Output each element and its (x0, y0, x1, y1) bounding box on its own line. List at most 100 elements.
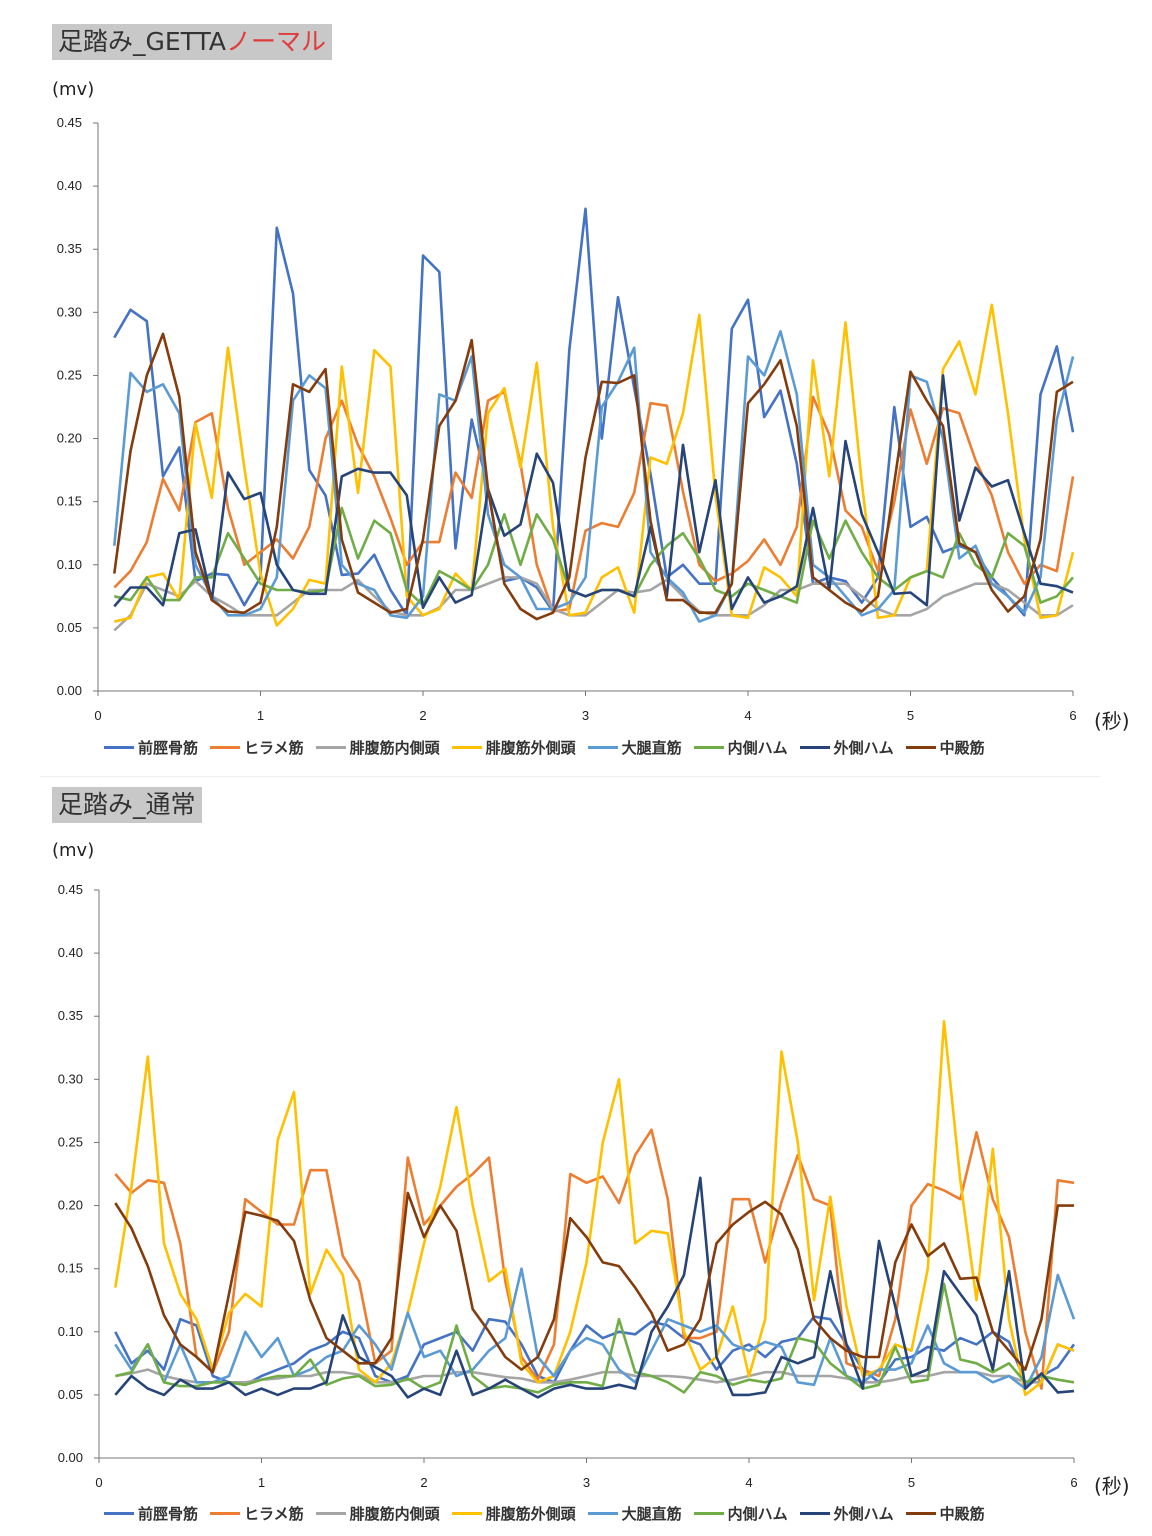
y-tick-label: 0.15 (58, 1261, 83, 1276)
legend-swatch (210, 746, 241, 749)
legend-label: 腓腹筋外側頭 (485, 1505, 576, 1523)
x-tick-label: 3 (582, 708, 589, 723)
x-tick-label: 1 (258, 1475, 265, 1490)
series-line-外側ハム (114, 1176, 1075, 1399)
y-tick-label: 0.20 (57, 431, 82, 446)
x-tick-label: 4 (745, 1475, 752, 1490)
legend-label: 前脛骨筋 (138, 739, 199, 757)
legend-swatch (451, 746, 482, 749)
legend-swatch (799, 746, 830, 749)
series-line-大腿直筋 (114, 1267, 1076, 1390)
y-tick-label: 0.45 (57, 115, 82, 130)
legend-swatch (315, 1512, 346, 1515)
series-line-中殿筋 (113, 332, 1074, 621)
x-tick-label: 4 (744, 708, 751, 723)
legend-swatch (587, 1512, 618, 1515)
legend-swatch (693, 746, 724, 749)
legend-item: 腓腹筋内側頭 (315, 1503, 440, 1524)
legend-item: 外側ハム (799, 1503, 894, 1524)
y-tick-label: 0.15 (57, 494, 82, 509)
legend-swatch (315, 746, 346, 749)
y-tick-label: 0.30 (57, 304, 82, 319)
legend-item: 腓腹筋外側頭 (451, 1503, 576, 1524)
y-tick-label: 0.35 (58, 1008, 83, 1023)
y-tick-label: 0.30 (58, 1071, 83, 1086)
legend-label: 中殿筋 (939, 739, 985, 757)
y-tick-label: 0.40 (58, 945, 83, 960)
series-line-中殿筋 (114, 1191, 1074, 1374)
y-tick-label: 0.00 (57, 683, 82, 698)
legend-label: ヒラメ筋 (244, 739, 304, 757)
x-tick-label: 5 (907, 708, 914, 723)
y-tick-label: 0.05 (58, 1387, 83, 1402)
y-tick-label: 0.05 (57, 620, 82, 635)
y-tick-label: 0.10 (57, 557, 82, 572)
legend-item: 中殿筋 (905, 737, 985, 758)
chart2-legend: 前脛骨筋 ヒラメ筋 腓腹筋内側頭 腓腹筋外側頭 大腿直筋 内側ハム 外側ハム 中殿筋 (104, 1503, 997, 1524)
y-tick-label: 0.00 (58, 1450, 83, 1465)
legend-swatch (799, 1512, 830, 1515)
x-tick-label: 5 (908, 1475, 915, 1490)
legend-swatch (104, 746, 134, 749)
legend-item: 大腿直筋 (587, 737, 682, 758)
chart2-y-unit: (mv) (52, 840, 95, 861)
chart2-x-unit: (秒) (1094, 1474, 1130, 1498)
legend-label: 腓腹筋内側頭 (349, 1505, 440, 1523)
series-line-外側ハム (113, 374, 1074, 611)
legend-label: 腓腹筋内側頭 (349, 739, 440, 757)
legend-item: 外側ハム (799, 737, 894, 758)
legend-swatch (693, 1512, 724, 1515)
legend-label: 大腿直筋 (621, 1505, 682, 1523)
x-tick-label: 0 (95, 1475, 102, 1490)
y-tick-label: 0.40 (57, 178, 82, 193)
series-line-腓腹筋外側頭 (114, 1019, 1075, 1397)
y-tick-label: 0.25 (58, 1134, 83, 1149)
chart1-legend: 前脛骨筋 ヒラメ筋 腓腹筋内側頭 腓腹筋外側頭 大腿直筋 内側ハム 外側ハム 中殿筋 (104, 737, 997, 758)
legend-item: 前脛骨筋 (104, 737, 198, 758)
series-line-前脛骨筋 (113, 207, 1075, 617)
legend-swatch (210, 1512, 241, 1515)
series-line-内側ハム (115, 1282, 1075, 1394)
legend-item: ヒラメ筋 (210, 1503, 304, 1524)
legend-label: 腓腹筋外側頭 (485, 739, 576, 757)
legend-label: 内側ハム (727, 739, 788, 757)
legend-item: 腓腹筋内側頭 (315, 737, 440, 758)
chart1-x-unit: (秒) (1094, 709, 1130, 733)
legend-swatch (104, 1512, 134, 1515)
x-tick-label: 3 (583, 1475, 590, 1490)
x-tick-label: 1 (257, 708, 264, 723)
y-tick-label: 0.25 (57, 367, 82, 382)
legend-swatch (905, 1512, 936, 1515)
legend-label: 大腿直筋 (621, 739, 682, 757)
legend-item: 中殿筋 (905, 1503, 985, 1524)
y-tick-label: 0.10 (58, 1324, 83, 1339)
legend-swatch (451, 1512, 482, 1515)
x-tick-label: 2 (419, 708, 426, 723)
legend-label: 外側ハム (833, 739, 894, 757)
chart1-title: 足踏み_GETTAノーマル (52, 24, 332, 60)
y-tick-label: 0.45 (58, 882, 83, 897)
chart2-title: 足踏み_通常 (52, 787, 202, 823)
legend-item: 腓腹筋外側頭 (451, 737, 576, 758)
legend-item: 前脛骨筋 (104, 1503, 198, 1524)
x-tick-label: 6 (1070, 1475, 1077, 1490)
legend-label: 内側ハム (727, 1505, 788, 1523)
panel-divider (40, 776, 1100, 777)
chart2-title-main: 足踏み_通常 (58, 790, 196, 819)
y-tick-label: 0.20 (58, 1198, 83, 1213)
y-tick-label: 0.35 (57, 241, 82, 256)
legend-label: ヒラメ筋 (244, 1505, 304, 1523)
series-line-ヒラメ筋 (114, 1128, 1075, 1390)
legend-label: 中殿筋 (939, 1505, 985, 1523)
x-tick-label: 2 (420, 1475, 427, 1490)
legend-item: 大腿直筋 (587, 1503, 682, 1524)
chart1-plot: 0.00 0.05 0.10 0.15 0.20 0.25 0.30 0.35 0.40 0.45… (57, 115, 1077, 723)
chart1-title-main: 足踏み_GETTA (58, 27, 226, 56)
legend-item: ヒラメ筋 (210, 737, 304, 758)
legend-label: 前脛骨筋 (138, 1505, 199, 1523)
x-tick-label: 0 (94, 708, 101, 723)
legend-label: 外側ハム (833, 1505, 894, 1523)
x-tick-label: 6 (1069, 708, 1076, 723)
legend-swatch (905, 746, 936, 749)
